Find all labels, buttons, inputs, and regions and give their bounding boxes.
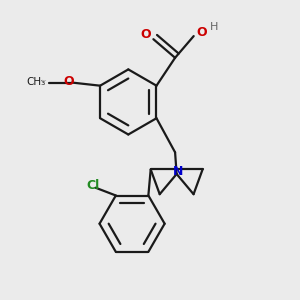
Text: O: O (64, 74, 74, 88)
Text: H: H (210, 22, 218, 32)
Text: Cl: Cl (86, 179, 99, 192)
Text: CH₃: CH₃ (27, 77, 46, 87)
Text: N: N (173, 165, 183, 178)
Text: O: O (196, 26, 207, 39)
Text: methoxy: methoxy (41, 80, 47, 81)
Text: O: O (140, 28, 151, 41)
